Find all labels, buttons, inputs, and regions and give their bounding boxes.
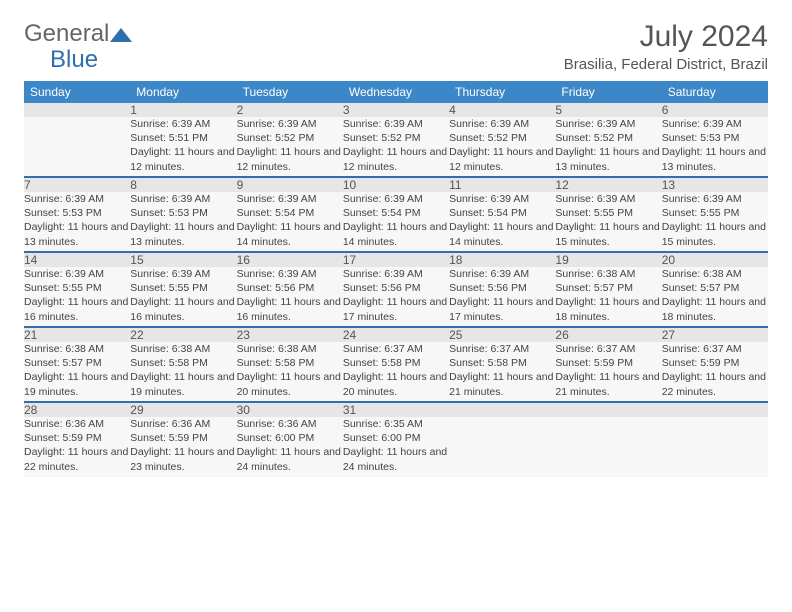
day-number: 10 <box>343 177 449 192</box>
day-info: Sunrise: 6:39 AMSunset: 5:53 PMDaylight:… <box>662 117 768 177</box>
day-info: Sunrise: 6:37 AMSunset: 5:58 PMDaylight:… <box>343 342 449 402</box>
info-row: Sunrise: 6:39 AMSunset: 5:51 PMDaylight:… <box>24 117 768 177</box>
day-info: Sunrise: 6:38 AMSunset: 5:57 PMDaylight:… <box>24 342 130 402</box>
day-number: 29 <box>130 402 236 417</box>
day-info: Sunrise: 6:39 AMSunset: 5:54 PMDaylight:… <box>343 192 449 252</box>
day-info: Sunrise: 6:39 AMSunset: 5:51 PMDaylight:… <box>130 117 236 177</box>
day-info: Sunrise: 6:39 AMSunset: 5:55 PMDaylight:… <box>130 267 236 327</box>
weekday-header: Monday <box>130 81 236 103</box>
day-number: 7 <box>24 177 130 192</box>
day-info: Sunrise: 6:39 AMSunset: 5:54 PMDaylight:… <box>237 192 343 252</box>
day-number: 28 <box>24 402 130 417</box>
day-number: 19 <box>555 252 661 267</box>
day-info: Sunrise: 6:37 AMSunset: 5:58 PMDaylight:… <box>449 342 555 402</box>
day-number <box>662 402 768 417</box>
weekday-header: Thursday <box>449 81 555 103</box>
weekday-header: Friday <box>555 81 661 103</box>
day-number <box>24 103 130 117</box>
day-info: Sunrise: 6:36 AMSunset: 6:00 PMDaylight:… <box>237 417 343 477</box>
month-title: July 2024 <box>564 20 768 54</box>
day-info: Sunrise: 6:39 AMSunset: 5:56 PMDaylight:… <box>237 267 343 327</box>
day-number: 11 <box>449 177 555 192</box>
day-number: 8 <box>130 177 236 192</box>
day-number: 18 <box>449 252 555 267</box>
daynum-row: 28293031 <box>24 402 768 417</box>
calendar-table: Sunday Monday Tuesday Wednesday Thursday… <box>24 81 768 477</box>
day-number: 15 <box>130 252 236 267</box>
day-number: 20 <box>662 252 768 267</box>
daynum-row: 123456 <box>24 103 768 117</box>
day-number: 27 <box>662 327 768 342</box>
day-number: 14 <box>24 252 130 267</box>
day-number: 30 <box>237 402 343 417</box>
day-number: 3 <box>343 103 449 117</box>
day-info: Sunrise: 6:38 AMSunset: 5:58 PMDaylight:… <box>237 342 343 402</box>
day-info: Sunrise: 6:39 AMSunset: 5:53 PMDaylight:… <box>130 192 236 252</box>
day-info: Sunrise: 6:37 AMSunset: 5:59 PMDaylight:… <box>555 342 661 402</box>
weekday-header: Saturday <box>662 81 768 103</box>
day-number: 13 <box>662 177 768 192</box>
page-header: General July 2024 Brasilia, Federal Dist… <box>24 20 768 73</box>
day-number <box>449 402 555 417</box>
day-info: Sunrise: 6:36 AMSunset: 5:59 PMDaylight:… <box>24 417 130 477</box>
day-info: Sunrise: 6:39 AMSunset: 5:53 PMDaylight:… <box>24 192 130 252</box>
title-block: July 2024 Brasilia, Federal District, Br… <box>564 20 768 73</box>
day-info <box>449 417 555 477</box>
day-info: Sunrise: 6:39 AMSunset: 5:55 PMDaylight:… <box>24 267 130 327</box>
day-info: Sunrise: 6:39 AMSunset: 5:55 PMDaylight:… <box>662 192 768 252</box>
daynum-row: 14151617181920 <box>24 252 768 267</box>
brand-logo: General <box>24 20 133 48</box>
weekday-header-row: Sunday Monday Tuesday Wednesday Thursday… <box>24 81 768 103</box>
triangle-icon <box>110 26 132 42</box>
location-label: Brasilia, Federal District, Brazil <box>564 56 768 73</box>
day-info <box>662 417 768 477</box>
day-number: 25 <box>449 327 555 342</box>
day-info: Sunrise: 6:39 AMSunset: 5:52 PMDaylight:… <box>237 117 343 177</box>
day-number: 24 <box>343 327 449 342</box>
weekday-header: Wednesday <box>343 81 449 103</box>
day-number <box>555 402 661 417</box>
day-number: 1 <box>130 103 236 117</box>
day-number: 31 <box>343 402 449 417</box>
weekday-header: Tuesday <box>237 81 343 103</box>
day-number: 17 <box>343 252 449 267</box>
brand-part2: Blue <box>50 46 98 74</box>
day-info <box>24 117 130 177</box>
day-info: Sunrise: 6:39 AMSunset: 5:55 PMDaylight:… <box>555 192 661 252</box>
day-info: Sunrise: 6:35 AMSunset: 6:00 PMDaylight:… <box>343 417 449 477</box>
daynum-row: 78910111213 <box>24 177 768 192</box>
day-number: 4 <box>449 103 555 117</box>
day-number: 5 <box>555 103 661 117</box>
day-number: 12 <box>555 177 661 192</box>
day-info: Sunrise: 6:38 AMSunset: 5:58 PMDaylight:… <box>130 342 236 402</box>
weekday-header: Sunday <box>24 81 130 103</box>
day-number: 9 <box>237 177 343 192</box>
day-info: Sunrise: 6:39 AMSunset: 5:56 PMDaylight:… <box>343 267 449 327</box>
day-info: Sunrise: 6:38 AMSunset: 5:57 PMDaylight:… <box>662 267 768 327</box>
day-number: 23 <box>237 327 343 342</box>
info-row: Sunrise: 6:39 AMSunset: 5:53 PMDaylight:… <box>24 192 768 252</box>
day-number: 22 <box>130 327 236 342</box>
day-number: 6 <box>662 103 768 117</box>
day-number: 16 <box>237 252 343 267</box>
day-number: 21 <box>24 327 130 342</box>
daynum-row: 21222324252627 <box>24 327 768 342</box>
day-info: Sunrise: 6:39 AMSunset: 5:54 PMDaylight:… <box>449 192 555 252</box>
info-row: Sunrise: 6:38 AMSunset: 5:57 PMDaylight:… <box>24 342 768 402</box>
day-number: 26 <box>555 327 661 342</box>
day-number: 2 <box>237 103 343 117</box>
day-info: Sunrise: 6:39 AMSunset: 5:52 PMDaylight:… <box>555 117 661 177</box>
info-row: Sunrise: 6:39 AMSunset: 5:55 PMDaylight:… <box>24 267 768 327</box>
day-info: Sunrise: 6:38 AMSunset: 5:57 PMDaylight:… <box>555 267 661 327</box>
day-info: Sunrise: 6:39 AMSunset: 5:52 PMDaylight:… <box>449 117 555 177</box>
day-info: Sunrise: 6:37 AMSunset: 5:59 PMDaylight:… <box>662 342 768 402</box>
day-info: Sunrise: 6:36 AMSunset: 5:59 PMDaylight:… <box>130 417 236 477</box>
day-info <box>555 417 661 477</box>
day-info: Sunrise: 6:39 AMSunset: 5:52 PMDaylight:… <box>343 117 449 177</box>
brand-part1: General <box>24 20 109 48</box>
info-row: Sunrise: 6:36 AMSunset: 5:59 PMDaylight:… <box>24 417 768 477</box>
day-info: Sunrise: 6:39 AMSunset: 5:56 PMDaylight:… <box>449 267 555 327</box>
